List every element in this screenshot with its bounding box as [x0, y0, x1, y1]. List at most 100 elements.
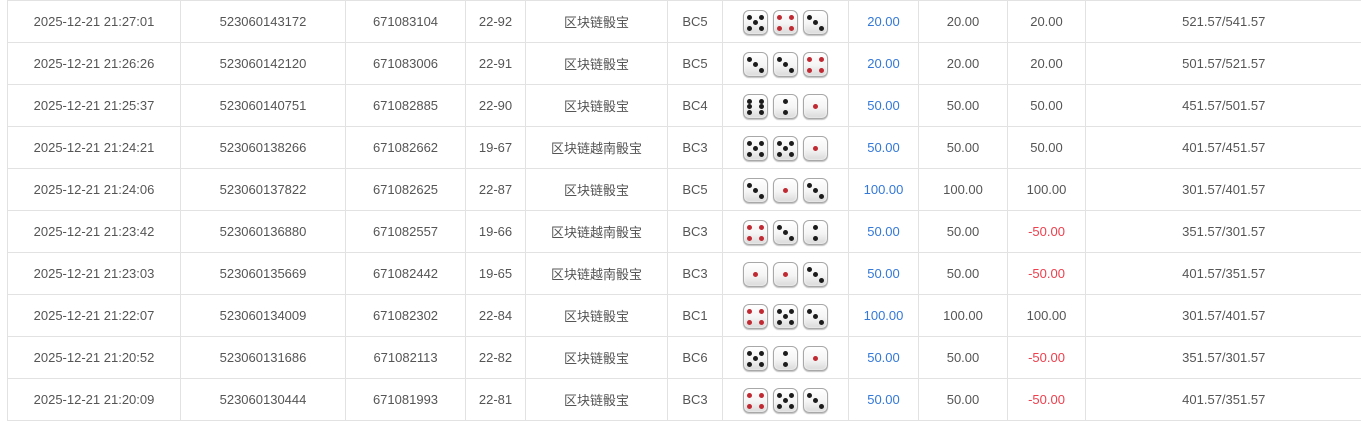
- game-name-cell: 区块链骰宝: [525, 42, 668, 85]
- period-cell: 22-84: [465, 294, 526, 337]
- table-row: 2025-12-21 21:23:42 523060136880 671082557…: [7, 210, 1361, 253]
- game-name-cell: 区块链越南骰宝: [525, 210, 668, 253]
- die-3-icon: [773, 220, 798, 246]
- bet-amount-link[interactable]: 20.00: [848, 0, 919, 43]
- bet-amount-link[interactable]: 50.00: [848, 210, 919, 253]
- round-id-cell: 671082557: [345, 210, 466, 253]
- bet-amount-link[interactable]: 50.00: [848, 84, 919, 127]
- bet-id-cell: 523060130444: [180, 378, 346, 421]
- period-cell: 22-90: [465, 84, 526, 127]
- bet-amount-link[interactable]: 50.00: [848, 378, 919, 421]
- period-cell: 22-82: [465, 336, 526, 379]
- dice-result: [743, 304, 828, 330]
- game-name-cell: 区块链骰宝: [525, 378, 668, 421]
- valid-amount-cell: 20.00: [918, 42, 1008, 85]
- die-3-icon: [773, 52, 798, 78]
- win-loss-cell: 50.00: [1007, 84, 1086, 127]
- die-6-icon: [743, 94, 768, 120]
- table-code-cell: BC1: [667, 294, 723, 337]
- table-row: 2025-12-21 21:24:21 523060138266 671082662…: [7, 126, 1361, 169]
- die-3-icon: [803, 178, 828, 204]
- round-id-cell: 671081993: [345, 378, 466, 421]
- balance-cell: 301.57/401.57: [1085, 168, 1361, 211]
- balance-cell: 401.57/451.57: [1085, 126, 1361, 169]
- table-row: 2025-12-21 21:26:26 523060142120 671083006…: [7, 42, 1361, 85]
- time-cell: 2025-12-21 21:20:52: [7, 336, 181, 379]
- dice-result-cell: [722, 336, 849, 379]
- table-code-cell: BC6: [667, 336, 723, 379]
- dice-result-cell: [722, 252, 849, 295]
- dice-result: [743, 220, 828, 246]
- table-code-cell: BC3: [667, 210, 723, 253]
- bet-amount-link[interactable]: 50.00: [848, 252, 919, 295]
- bet-history-table: 2025-12-21 21:27:01 523060143172 671083104…: [7, 0, 1361, 421]
- die-4-icon: [743, 220, 768, 246]
- period-cell: 22-81: [465, 378, 526, 421]
- period-cell: 19-66: [465, 210, 526, 253]
- dice-result-cell: [722, 0, 849, 43]
- round-id-cell: 671082885: [345, 84, 466, 127]
- bet-amount-link[interactable]: 100.00: [848, 294, 919, 337]
- round-id-cell: 671083006: [345, 42, 466, 85]
- game-name-cell: 区块链骰宝: [525, 336, 668, 379]
- table-code-cell: BC5: [667, 42, 723, 85]
- time-cell: 2025-12-21 21:27:01: [7, 0, 181, 43]
- table-code-cell: BC4: [667, 84, 723, 127]
- win-loss-cell: -50.00: [1007, 378, 1086, 421]
- bet-amount-link[interactable]: 20.00: [848, 42, 919, 85]
- game-name-cell: 区块链骰宝: [525, 0, 668, 43]
- bet-history-body: 2025-12-21 21:27:01 523060143172 671083104…: [7, 0, 1361, 421]
- die-5-icon: [743, 136, 768, 162]
- time-cell: 2025-12-21 21:24:21: [7, 126, 181, 169]
- table-row: 2025-12-21 21:27:01 523060143172 671083104…: [7, 0, 1361, 43]
- balance-cell: 351.57/301.57: [1085, 336, 1361, 379]
- table-code-cell: BC3: [667, 252, 723, 295]
- valid-amount-cell: 50.00: [918, 336, 1008, 379]
- die-5-icon: [773, 388, 798, 414]
- time-cell: 2025-12-21 21:24:06: [7, 168, 181, 211]
- bet-id-cell: 523060137822: [180, 168, 346, 211]
- round-id-cell: 671083104: [345, 0, 466, 43]
- period-cell: 22-91: [465, 42, 526, 85]
- win-loss-cell: -50.00: [1007, 210, 1086, 253]
- valid-amount-cell: 100.00: [918, 168, 1008, 211]
- die-4-icon: [743, 304, 768, 330]
- die-1-icon: [803, 346, 828, 372]
- bet-amount-link[interactable]: 50.00: [848, 126, 919, 169]
- win-loss-cell: 20.00: [1007, 0, 1086, 43]
- table-row: 2025-12-21 21:20:52 523060131686 671082113…: [7, 336, 1361, 379]
- bet-amount-link[interactable]: 50.00: [848, 336, 919, 379]
- valid-amount-cell: 50.00: [918, 126, 1008, 169]
- die-5-icon: [743, 10, 768, 36]
- die-3-icon: [743, 178, 768, 204]
- game-name-cell: 区块链骰宝: [525, 294, 668, 337]
- win-loss-cell: 20.00: [1007, 42, 1086, 85]
- period-cell: 22-87: [465, 168, 526, 211]
- balance-cell: 401.57/351.57: [1085, 378, 1361, 421]
- time-cell: 2025-12-21 21:22:07: [7, 294, 181, 337]
- dice-result: [743, 10, 828, 36]
- table-code-cell: BC5: [667, 168, 723, 211]
- bet-id-cell: 523060143172: [180, 0, 346, 43]
- bet-id-cell: 523060136880: [180, 210, 346, 253]
- balance-cell: 501.57/521.57: [1085, 42, 1361, 85]
- time-cell: 2025-12-21 21:20:09: [7, 378, 181, 421]
- balance-cell: 301.57/401.57: [1085, 294, 1361, 337]
- round-id-cell: 671082625: [345, 168, 466, 211]
- bet-id-cell: 523060142120: [180, 42, 346, 85]
- die-5-icon: [773, 136, 798, 162]
- dice-result-cell: [722, 294, 849, 337]
- bet-id-cell: 523060135669: [180, 252, 346, 295]
- die-2-icon: [773, 346, 798, 372]
- bet-amount-link[interactable]: 100.00: [848, 168, 919, 211]
- dice-result-cell: [722, 42, 849, 85]
- die-3-icon: [803, 262, 828, 288]
- dice-result: [743, 178, 828, 204]
- die-2-icon: [773, 94, 798, 120]
- dice-result: [743, 94, 828, 120]
- die-4-icon: [803, 52, 828, 78]
- game-name-cell: 区块链越南骰宝: [525, 252, 668, 295]
- win-loss-cell: -50.00: [1007, 336, 1086, 379]
- die-3-icon: [803, 388, 828, 414]
- table-code-cell: BC5: [667, 0, 723, 43]
